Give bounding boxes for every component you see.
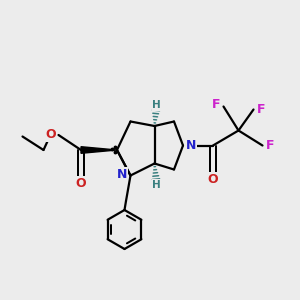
Text: F: F xyxy=(212,98,220,112)
Text: H: H xyxy=(152,179,161,190)
Text: F: F xyxy=(257,103,265,116)
Text: O: O xyxy=(208,172,218,186)
Text: H: H xyxy=(152,100,161,110)
Text: N: N xyxy=(117,168,127,181)
Text: N: N xyxy=(186,139,196,152)
Polygon shape xyxy=(81,147,117,153)
Text: F: F xyxy=(266,139,274,152)
Text: O: O xyxy=(76,177,86,190)
Text: O: O xyxy=(45,128,56,141)
